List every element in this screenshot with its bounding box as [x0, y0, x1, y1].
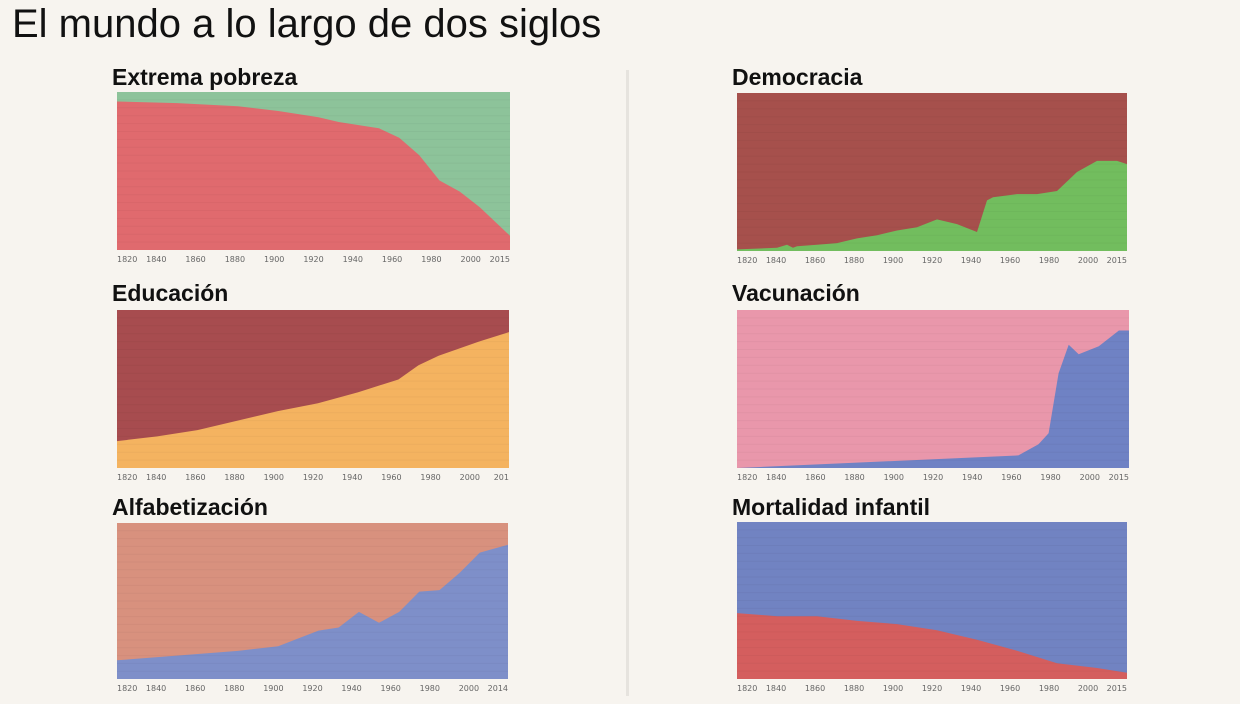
x-tick-label: 2000 — [1080, 473, 1100, 482]
panel-alfabetizacion: Alfabetización 1820 1840 1860 1880 1900 1920 1… — [112, 494, 522, 704]
x-tick-label: 1960 — [1000, 256, 1020, 265]
x-tick-label: 1980 — [421, 255, 441, 264]
column-divider — [626, 70, 629, 696]
x-tick-label: 1960 — [381, 473, 401, 482]
x-tick-label: 1880 — [844, 473, 864, 482]
x-tick-label: 1860 — [805, 684, 825, 693]
x-tick-label: 1820 — [117, 473, 137, 482]
x-tick-label: 1960 — [382, 255, 402, 264]
x-tick-label: 1840 — [146, 684, 166, 693]
panel-democracia: Democracia 1820 1840 1860 1880 1900 1920 1940 1… — [732, 64, 1142, 274]
x-tick-label: 1960 — [1000, 684, 1020, 693]
x-tick-label: 1820 — [737, 684, 757, 693]
x-tick-label: 1840 — [146, 473, 166, 482]
panel-vacunacion: Vacunación 1820 1840 1860 1880 1900 1920 1940 1… — [732, 280, 1142, 490]
chart-title: Alfabetización — [112, 494, 268, 520]
x-tick-label: 1840 — [146, 255, 166, 264]
x-tick-label: 1900 — [264, 473, 284, 482]
x-tick-label: 1920 — [302, 684, 322, 693]
panel-extrema-pobreza: Extrema pobreza 1820 1840 1860 1880 1900 1920… — [112, 64, 522, 274]
x-tick-label: 2000 — [459, 684, 479, 693]
chart-title: Democracia — [732, 64, 863, 90]
area-bottom — [117, 101, 510, 250]
chart-title: Vacunación — [732, 280, 860, 306]
x-tick-label: 1940 — [343, 255, 363, 264]
area-bottom — [117, 332, 509, 468]
panel-mortalidad-infantil: Mortalidad infantil 1820 1840 1860 1880 1900… — [732, 494, 1142, 704]
panel-educacion: Educación 1820 1840 1860 1880 1900 1920 1940 19… — [112, 280, 522, 490]
x-tick-label: 1920 — [922, 256, 942, 265]
x-tick-label: 1940 — [961, 256, 981, 265]
x-tick-label: 2015 — [1109, 473, 1129, 482]
x-tick-label: 1840 — [766, 256, 786, 265]
x-tick-label: 1980 — [1039, 684, 1059, 693]
x-tick-label: 201 — [494, 473, 509, 482]
area-bottom — [737, 330, 1129, 468]
x-tick-label: 1900 — [264, 255, 284, 264]
chart-extrema-pobreza: 1820 1840 1860 1880 1900 1920 1940 1960 1980 2000… — [117, 92, 510, 264]
x-tick-label: 1940 — [962, 473, 982, 482]
x-tick-label: 1860 — [185, 473, 205, 482]
x-tick-label: 1940 — [961, 684, 981, 693]
x-tick-label: 1860 — [805, 473, 825, 482]
x-tick-label: 2014 — [488, 684, 508, 693]
x-tick-label: 1860 — [805, 256, 825, 265]
x-tick-label: 2015 — [1107, 684, 1127, 693]
area-bottom — [737, 160, 1127, 251]
chart-title: Mortalidad infantil — [732, 494, 931, 520]
x-tick-label: 2000 — [1078, 684, 1098, 693]
x-tick-label: 1980 — [420, 473, 440, 482]
x-tick-label: 1980 — [1039, 256, 1059, 265]
x-tick-label: 1840 — [766, 473, 786, 482]
page-title: El mundo a lo largo de dos siglos — [12, 2, 602, 46]
area-bottom — [737, 613, 1127, 679]
chart-vacunacion: 1820 1840 1860 1880 1900 1920 1940 1960 1980 2000… — [737, 310, 1129, 482]
x-tick-label: 1820 — [737, 473, 757, 482]
x-tick-label: 1820 — [117, 684, 137, 693]
x-tick-label: 1980 — [420, 684, 440, 693]
x-tick-label: 1860 — [185, 255, 205, 264]
x-tick-label: 1820 — [737, 256, 757, 265]
x-tick-label: 1920 — [922, 684, 942, 693]
x-tick-label: 1940 — [341, 684, 361, 693]
x-tick-label: 1920 — [303, 473, 323, 482]
x-tick-label: 2000 — [1078, 256, 1098, 265]
x-tick-label: 1880 — [225, 255, 245, 264]
x-tick-label: 1820 — [117, 255, 137, 264]
chart-alfabetizacion: 1820 1840 1860 1880 1900 1920 1940 1960 1980 2000… — [117, 523, 508, 693]
x-tick-label: 1920 — [923, 473, 943, 482]
x-tick-label: 1940 — [342, 473, 362, 482]
x-tick-label: 2000 — [460, 473, 480, 482]
x-tick-label: 1960 — [1001, 473, 1021, 482]
area-bottom — [117, 544, 508, 679]
x-tick-label: 1880 — [844, 684, 864, 693]
x-tick-label: 1880 — [224, 473, 244, 482]
x-tick-label: 1880 — [844, 256, 864, 265]
chart-title: Extrema pobreza — [112, 64, 298, 90]
x-tick-label: 1900 — [884, 473, 904, 482]
x-tick-label: 1860 — [185, 684, 205, 693]
x-tick-label: 2015 — [490, 255, 510, 264]
x-tick-label: 1980 — [1040, 473, 1060, 482]
chart-democracia: 1820 1840 1860 1880 1900 1920 1940 1960 1980 2000… — [737, 93, 1127, 265]
x-tick-label: 1900 — [883, 684, 903, 693]
x-tick-label: 1920 — [303, 255, 323, 264]
x-tick-label: 1880 — [224, 684, 244, 693]
x-tick-label: 1900 — [263, 684, 283, 693]
x-tick-label: 2015 — [1107, 256, 1127, 265]
chart-educacion: 1820 1840 1860 1880 1900 1920 1940 1960 1980 2000… — [117, 310, 509, 482]
x-tick-label: 1900 — [883, 256, 903, 265]
x-tick-label: 1960 — [381, 684, 401, 693]
chart-mortalidad-infantil: 1820 1840 1860 1880 1900 1920 1940 1960 1980 2000… — [737, 522, 1127, 693]
x-tick-label: 2000 — [461, 255, 481, 264]
chart-title: Educación — [112, 280, 229, 306]
x-tick-label: 1840 — [766, 684, 786, 693]
